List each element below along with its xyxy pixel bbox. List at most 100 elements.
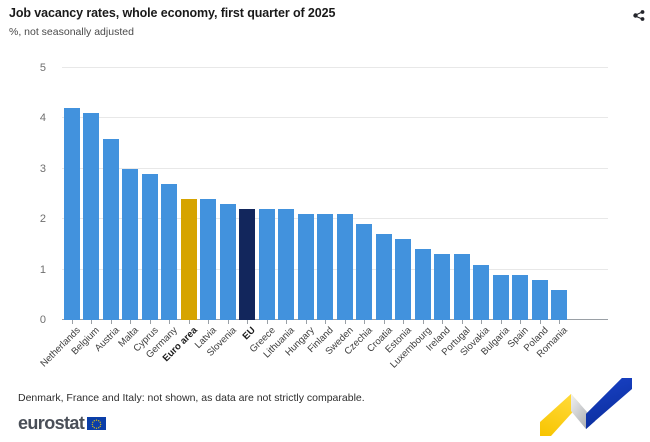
bar-slot (160, 68, 180, 320)
tickmark (169, 320, 171, 324)
bar-slot (179, 68, 199, 320)
share-icon[interactable] (632, 8, 646, 21)
bar-slot (62, 68, 82, 320)
tickmark (91, 320, 93, 324)
bar-romania[interactable] (551, 289, 568, 320)
tickmark (71, 320, 73, 324)
eurostat-logo-text: eurostat (18, 413, 85, 433)
tickmark (227, 320, 229, 324)
y-tick-label-1: 1 (39, 263, 46, 276)
eurostat-ribbon-graphic (540, 378, 644, 440)
bar-series (62, 68, 608, 320)
bar-slot (394, 68, 414, 320)
bar-slot (238, 68, 258, 320)
bar-slot (277, 68, 297, 320)
bar-slot (452, 68, 472, 320)
chart-subtitle: %, not seasonally adjusted (9, 26, 134, 38)
bar-belgium[interactable] (83, 113, 100, 320)
tickmark (422, 320, 424, 324)
bar-bulgaria[interactable] (492, 274, 509, 320)
bar-slot (257, 68, 277, 320)
gridline-5 (62, 67, 608, 68)
bar-spain[interactable] (512, 274, 529, 320)
tickmark (442, 320, 444, 324)
bar-slot (335, 68, 355, 320)
y-axis: 0 1 2 3 4 5 (0, 60, 62, 330)
bar-lithuania[interactable] (278, 209, 295, 320)
bar-slot (296, 68, 316, 320)
gridline-2 (62, 218, 608, 220)
bar-malta[interactable] (122, 168, 139, 320)
chart-footnote: Denmark, France and Italy: not shown, as… (18, 392, 365, 404)
bar-finland[interactable] (317, 214, 334, 320)
bar-slot (491, 68, 511, 320)
bar-germany[interactable] (161, 183, 178, 320)
bar-slot (413, 68, 433, 320)
tickmark (520, 320, 522, 324)
bar-poland[interactable] (531, 279, 548, 320)
bar-cyprus[interactable] (141, 173, 158, 320)
eurostat-logo: eurostat (18, 413, 107, 433)
gridline-0 (62, 319, 608, 320)
bar-slot (433, 68, 453, 320)
bar-hungary[interactable] (297, 214, 314, 320)
bar-czechia[interactable] (356, 224, 373, 320)
y-tick-label-5: 5 (39, 62, 46, 74)
bar-slot (121, 68, 141, 320)
bar-greece[interactable] (258, 209, 275, 320)
bar-ireland[interactable] (434, 254, 451, 320)
plot-area (62, 67, 608, 320)
tickmark (500, 320, 502, 324)
gridline-1 (62, 268, 608, 270)
bar-slot (199, 68, 219, 320)
bar-slot (550, 68, 570, 320)
bar-estonia[interactable] (395, 239, 412, 320)
tickmark (344, 320, 346, 324)
bar-netherlands[interactable] (63, 108, 80, 320)
bar-croatia[interactable] (375, 234, 392, 320)
tickmark (286, 320, 288, 324)
tickmark (149, 320, 151, 324)
bar-slot (101, 68, 121, 320)
tickmark (305, 320, 307, 324)
tickmark (364, 320, 366, 324)
tickmark (266, 320, 268, 324)
bar-slovenia[interactable] (219, 204, 236, 320)
tickmark (559, 320, 561, 324)
tickmark (325, 320, 327, 324)
y-tick-label-3: 3 (39, 162, 46, 175)
x-axis-tickmarks (62, 320, 608, 325)
bar-slot (218, 68, 238, 320)
bar-slot (472, 68, 492, 320)
y-tick-label-2: 2 (39, 213, 46, 226)
tickmark (403, 320, 405, 324)
tickmark (130, 320, 132, 324)
bar-slot (374, 68, 394, 320)
tickmark (383, 320, 385, 324)
tickmark (247, 320, 249, 324)
bar-austria[interactable] (102, 138, 119, 320)
bar-slot (82, 68, 102, 320)
bar-slot (355, 68, 375, 320)
gridline-4 (62, 117, 608, 119)
bar-sweden[interactable] (336, 214, 353, 320)
bar-slot (511, 68, 531, 320)
bar-portugal[interactable] (453, 254, 470, 320)
gridline-3 (62, 167, 608, 169)
y-tick-label-4: 4 (39, 112, 46, 125)
bar-luxembourg[interactable] (414, 249, 431, 320)
tickmark (461, 320, 463, 324)
bar-latvia[interactable] (200, 199, 217, 320)
bar-slot (316, 68, 336, 320)
tickmark (539, 320, 541, 324)
bar-euro-area[interactable] (180, 199, 197, 320)
eu-flag-icon (87, 416, 107, 430)
bar-slot (140, 68, 160, 320)
tickmark (481, 320, 483, 324)
tickmark (188, 320, 190, 324)
x-axis-labels: Netherlands Belgium Austria Malta Cyprus Germ… (38, 325, 608, 383)
bar-slovakia[interactable] (473, 264, 490, 320)
tickmark (208, 320, 210, 324)
bar-eu[interactable] (239, 209, 256, 320)
